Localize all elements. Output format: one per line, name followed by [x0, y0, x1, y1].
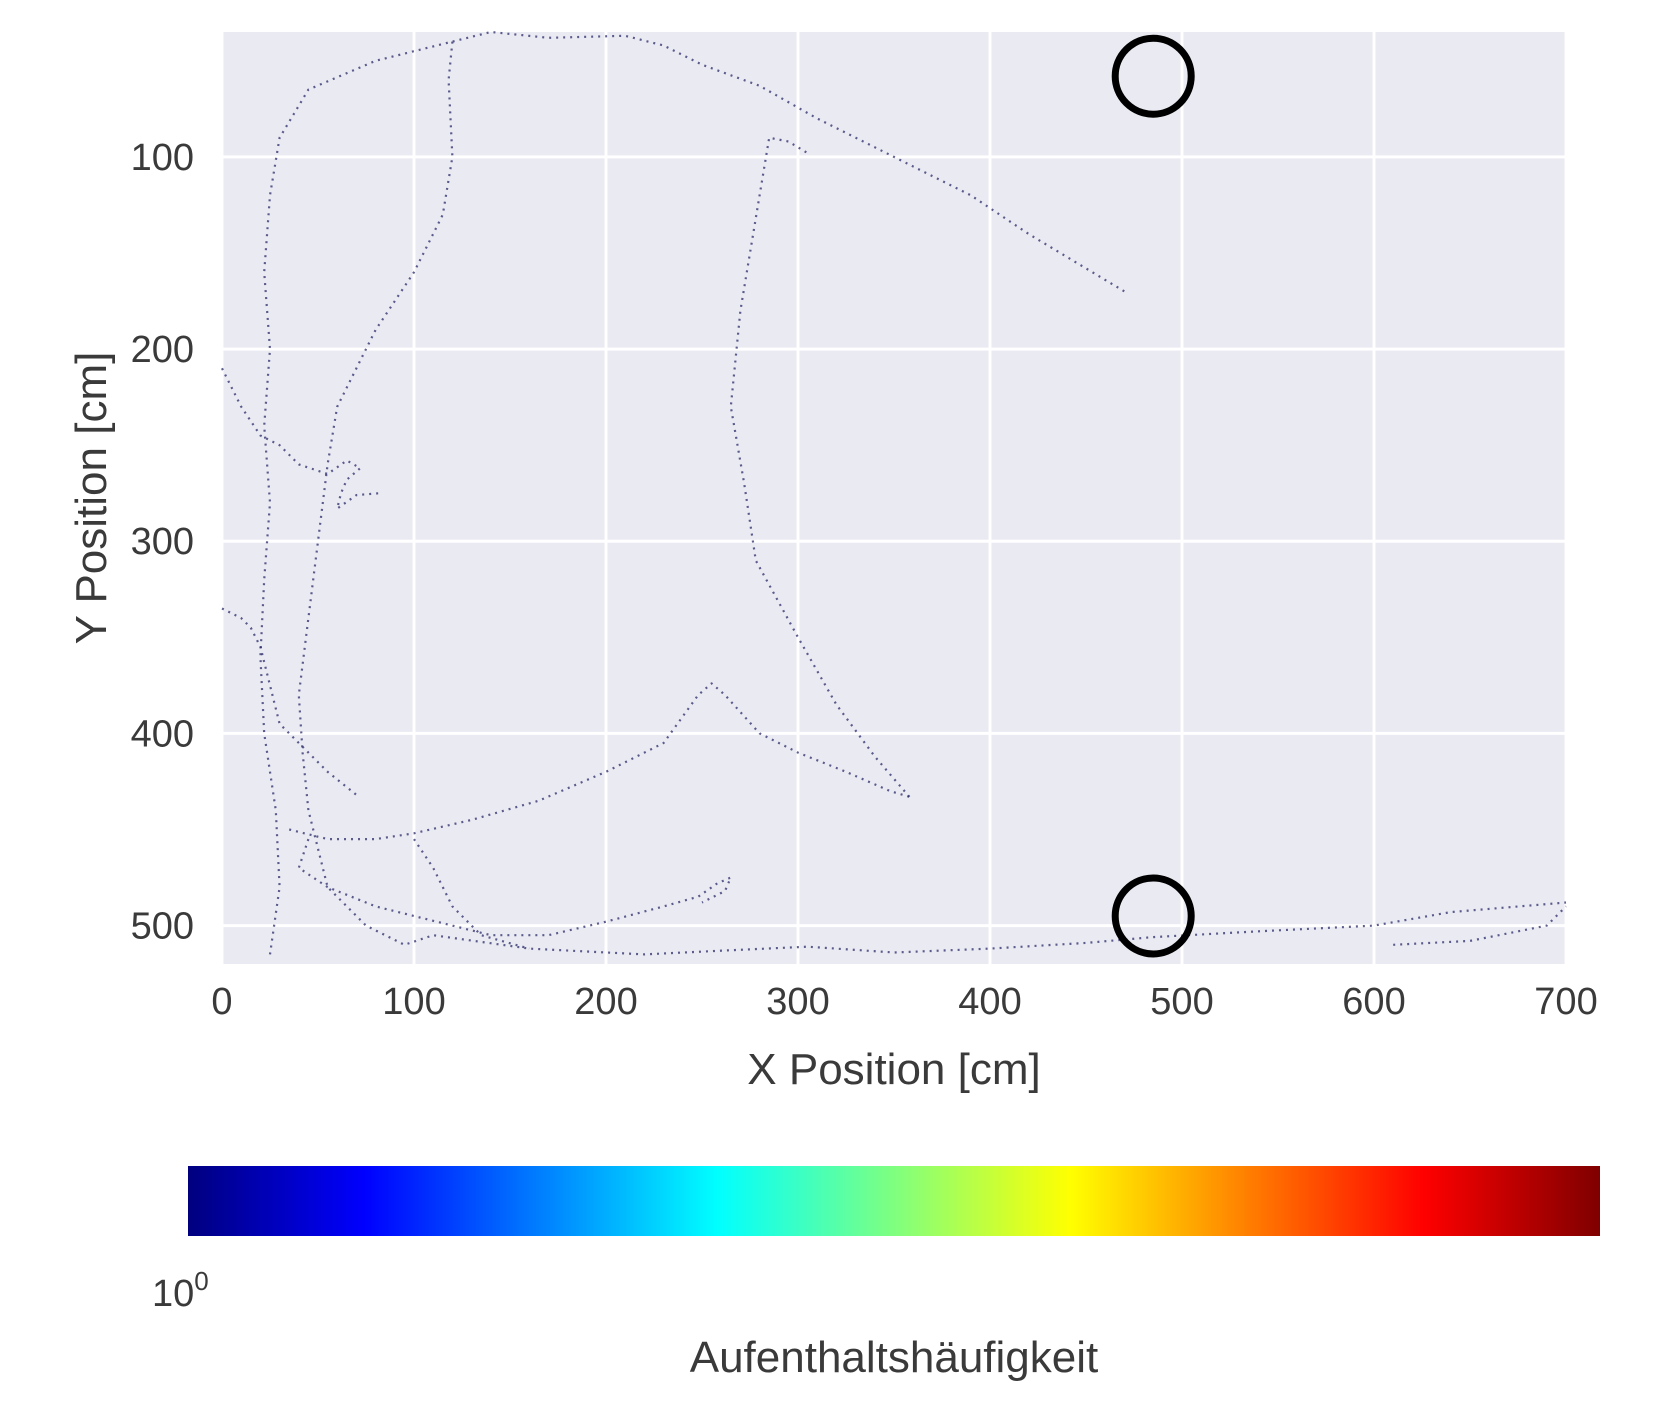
trajectory-trace	[1393, 905, 1567, 946]
y-tick-label: 300	[131, 521, 194, 563]
x-axis-label: X Position [cm]	[747, 1045, 1040, 1094]
trajectory-trace	[221, 607, 358, 796]
trajectory-trace	[259, 30, 1125, 955]
y-tick-label: 400	[131, 713, 194, 755]
x-tick-label: 200	[574, 981, 637, 1023]
x-tick-label: 300	[766, 981, 829, 1023]
x-tick-label: 100	[382, 981, 445, 1023]
plot-area	[222, 32, 1566, 964]
x-tick-label: 600	[1342, 981, 1405, 1023]
x-tick-label: 700	[1534, 981, 1597, 1023]
target-circle-marker	[1111, 874, 1195, 958]
y-axis-ticks: 100 200 300 400 500	[131, 137, 194, 948]
trajectory-heatmap	[221, 30, 1567, 956]
colorbar-label: Aufenthaltshäufigkeit	[690, 1333, 1099, 1382]
trajectory-trace	[729, 136, 911, 798]
colorbar	[188, 1166, 1600, 1236]
x-tick-label: 400	[958, 981, 1021, 1023]
x-axis-ticks: 0 100 200 300 400 500 600 700	[211, 981, 1597, 1023]
target-circle-marker	[1111, 34, 1195, 118]
y-axis-label: Y Position [cm]	[67, 352, 116, 645]
target-markers	[1111, 34, 1195, 958]
y-tick-label: 100	[131, 137, 194, 179]
trajectory-trace	[413, 838, 530, 950]
y-tick-label: 500	[131, 906, 194, 948]
x-tick-label: 500	[1150, 981, 1213, 1023]
trajectory-trace	[288, 682, 910, 841]
y-tick-label: 200	[131, 329, 194, 371]
x-tick-label: 0	[211, 981, 232, 1023]
colorbar-tick-label: 100	[152, 1266, 209, 1315]
trajectory-trace	[297, 838, 732, 937]
trajectory-trace	[221, 367, 380, 510]
